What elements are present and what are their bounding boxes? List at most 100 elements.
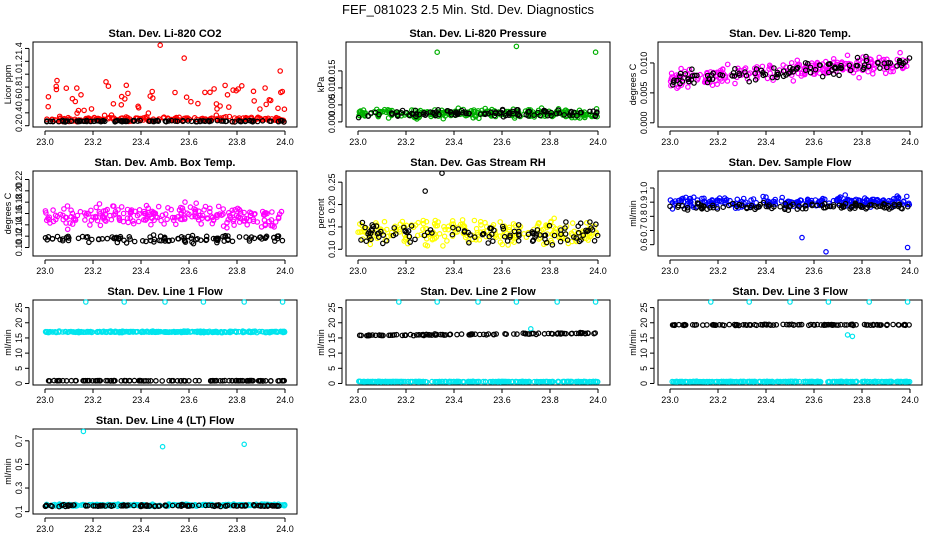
- selected-point: [482, 110, 488, 117]
- outlier-point: [279, 299, 286, 305]
- data-point: [440, 243, 446, 249]
- selected-point: [367, 230, 374, 237]
- data-point: [182, 199, 188, 205]
- data-point: [492, 378, 499, 385]
- selected-point: [232, 119, 238, 125]
- selected-point: [486, 233, 493, 240]
- selected-point: [45, 234, 52, 240]
- data-point: [568, 230, 575, 237]
- x-tick-label: 23.2: [84, 266, 102, 276]
- data-point: [268, 222, 274, 229]
- data-point: [719, 78, 725, 84]
- selected-point: [56, 377, 63, 384]
- data-point: [765, 378, 772, 385]
- selected-point: [257, 234, 264, 240]
- y-axis-label: degrees C: [628, 63, 638, 105]
- data-point: [53, 86, 60, 93]
- data-point: [808, 378, 815, 385]
- data-point: [423, 379, 430, 385]
- selected-point: [906, 55, 913, 61]
- series-points: [667, 192, 913, 255]
- data-point: [188, 98, 194, 105]
- x-tick-label: 23.4: [132, 524, 150, 534]
- y-tick-label: 1.2: [14, 55, 24, 68]
- x-tick-label: 24.0: [901, 137, 919, 147]
- data-point: [222, 328, 228, 335]
- data-point: [56, 328, 63, 334]
- data-point: [904, 378, 910, 385]
- selected-point: [374, 230, 381, 237]
- outlier-point: [434, 299, 441, 305]
- selected-point: [165, 118, 172, 124]
- data-point: [172, 89, 178, 96]
- selected-point: [182, 378, 189, 384]
- selected-point: [362, 224, 368, 231]
- selected-point: [359, 219, 366, 226]
- selected-point: [575, 230, 582, 236]
- selected-point: [575, 330, 582, 337]
- selected-point: [802, 205, 809, 212]
- data-point: [269, 328, 275, 335]
- y-tick-label: 0.10: [327, 241, 337, 259]
- data-point: [760, 193, 766, 200]
- outlier-point: [592, 299, 599, 305]
- selected-point: [105, 377, 111, 384]
- outlier-point: [121, 299, 128, 305]
- data-point: [517, 378, 523, 385]
- plot-frame: [32, 170, 298, 257]
- selected-point: [214, 237, 221, 244]
- data-point: [116, 214, 123, 221]
- data-point: [161, 221, 167, 227]
- selected-point: [169, 237, 176, 244]
- data-point: [859, 378, 866, 385]
- selected-point: [209, 502, 216, 509]
- outlier-point: [83, 299, 89, 305]
- data-point: [50, 207, 56, 213]
- selected-point: [814, 321, 821, 328]
- y-tick-label: 25: [14, 303, 24, 313]
- selected-point: [502, 330, 508, 337]
- selected-point: [860, 66, 867, 73]
- data-point: [880, 378, 887, 385]
- outlier-point: [162, 299, 168, 305]
- data-point: [214, 106, 220, 112]
- data-point: [846, 64, 853, 71]
- data-point: [552, 225, 559, 232]
- data-point: [88, 207, 94, 214]
- selected-point: [780, 321, 786, 328]
- data-point: [141, 217, 147, 223]
- x-tick-label: 23.4: [757, 266, 775, 276]
- data-point: [123, 82, 130, 89]
- selected-point: [121, 118, 127, 124]
- outlier-point: [746, 299, 753, 305]
- data-point: [281, 328, 288, 335]
- selected-point: [733, 203, 740, 210]
- selected-point: [436, 111, 442, 118]
- data-point: [548, 378, 555, 385]
- data-point: [118, 204, 125, 210]
- selected-point: [898, 205, 904, 211]
- chart-title: Stan. Dev. Line 3 Flow: [732, 286, 848, 298]
- selected-point: [146, 118, 153, 125]
- y-tick-label: 0.25: [327, 173, 337, 191]
- y-tick-label: 0.010: [639, 52, 649, 75]
- data-point: [563, 378, 570, 385]
- y-tick-label: 0.8: [639, 210, 649, 223]
- selected-point: [549, 242, 556, 248]
- data-point: [435, 219, 441, 225]
- selected-point: [99, 236, 106, 242]
- selected-point: [424, 229, 431, 236]
- selected-point: [827, 203, 834, 210]
- data-point: [69, 210, 76, 217]
- y-axis-label: ml/min: [628, 200, 638, 227]
- data-point: [887, 68, 894, 75]
- selected-point: [391, 332, 398, 338]
- data-point: [215, 203, 222, 210]
- x-tick-label: 23.2: [84, 137, 102, 147]
- data-point: [262, 221, 269, 228]
- selected-point: [421, 232, 428, 239]
- data-point: [127, 210, 134, 217]
- selected-point: [83, 503, 89, 509]
- data-point: [685, 84, 691, 90]
- data-point: [103, 79, 109, 85]
